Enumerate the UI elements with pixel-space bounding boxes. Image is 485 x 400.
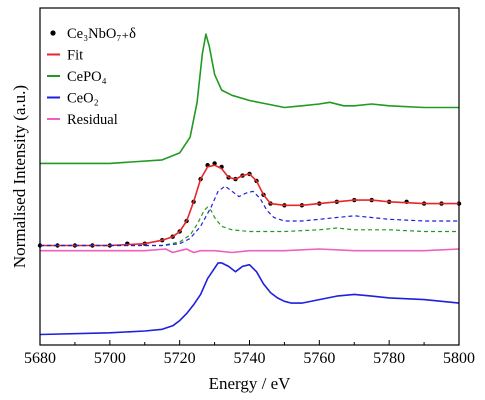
x-tick-label: 5700 bbox=[94, 350, 126, 367]
x-tick-label: 5800 bbox=[443, 350, 475, 367]
legend-label: Ce₃NbO₇₊δ bbox=[67, 26, 136, 42]
series-cepo-component-line bbox=[40, 206, 459, 247]
series-ce-nbo-point bbox=[212, 161, 217, 166]
series-fit-line bbox=[40, 164, 459, 247]
legend-label: Fit bbox=[67, 48, 83, 64]
series-cepo-line bbox=[40, 33, 459, 165]
x-tick-label: 5740 bbox=[234, 350, 266, 367]
legend-item-ce-nbo: Ce₃NbO₇₊δ bbox=[50, 26, 136, 42]
x-tick-label: 5680 bbox=[24, 350, 56, 367]
legend-label: CePO₄ bbox=[67, 69, 107, 85]
series-ceo-line bbox=[39, 262, 460, 336]
series-ceo-component-line bbox=[40, 185, 459, 247]
x-tick-label: 5780 bbox=[373, 350, 405, 367]
x-axis: 5680 5700 5720 5740 5760 5780 5800 bbox=[24, 340, 475, 367]
x-tick-label: 5760 bbox=[303, 350, 335, 367]
series-layer bbox=[37, 33, 462, 336]
legend: Ce₃NbO₇₊δ Fit CePO₄ CeO₂ Residual bbox=[47, 26, 136, 128]
series-residual-line bbox=[40, 248, 460, 254]
legend-label: CeO₂ bbox=[67, 91, 99, 107]
y-axis-title: Normalised Intensity (a.u.) bbox=[10, 85, 29, 268]
x-axis-title: Energy / eV bbox=[209, 374, 292, 393]
plot-frame bbox=[39, 7, 460, 346]
legend-item-fit: Fit bbox=[47, 48, 83, 64]
legend-label: Residual bbox=[67, 112, 118, 128]
legend-item-ceo: CeO₂ bbox=[47, 91, 99, 107]
legend-marker bbox=[50, 30, 56, 36]
x-tick-label: 5720 bbox=[164, 350, 196, 367]
legend-item-residual: Residual bbox=[47, 112, 118, 128]
legend-item-cepo: CePO₄ bbox=[47, 69, 107, 85]
